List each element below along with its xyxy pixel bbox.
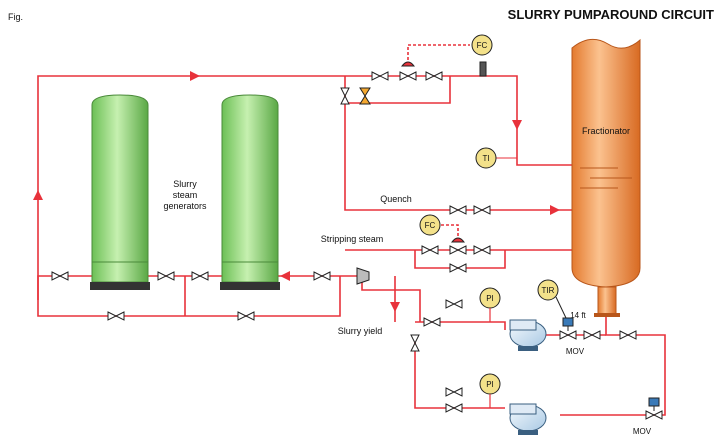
valves [51, 71, 663, 420]
gate-valve-icon [559, 330, 577, 340]
instrument-fc-top: FC [471, 34, 493, 56]
fc-element-icon [479, 61, 487, 77]
page-title: SLURRY PUMPAROUND CIRCUIT [508, 7, 714, 22]
control-valve-icon [359, 87, 371, 105]
generators-label-3: generators [163, 201, 207, 211]
gate-valve-icon [191, 271, 209, 281]
gate-valve-icon [423, 317, 441, 327]
gate-valve-icon [445, 299, 463, 309]
gate-valve-icon [445, 387, 463, 397]
stripping-bypass-line [414, 250, 506, 269]
quench-line [344, 103, 578, 211]
mov-actuator-icon [648, 397, 660, 407]
actuator-icon [400, 61, 416, 67]
gate-valve-icon [645, 410, 663, 420]
gate-valve-icon [399, 71, 417, 81]
instrument-fc-strip: FC [419, 214, 441, 236]
gate-valve-icon [313, 271, 331, 281]
arrow-up [33, 190, 43, 200]
pump-1 [509, 319, 547, 351]
slurry-yield-label: Slurry yield [338, 326, 383, 336]
pump-suction-header [414, 335, 445, 409]
svg-text:PI: PI [486, 294, 494, 303]
gate-valve-icon [107, 311, 125, 321]
top-header-line [37, 75, 345, 300]
instrument-pi-2: PI [479, 373, 501, 408]
flow-arrows [33, 71, 560, 312]
arrow-right-quench [550, 205, 560, 215]
svg-text:FC: FC [425, 221, 436, 230]
fractionator-label: Fractionator [582, 126, 630, 136]
gate-valve-icon [445, 403, 463, 413]
arrow-left-bottom [280, 271, 290, 281]
steam-generator-left [90, 94, 150, 290]
generators-label-2: steam [173, 190, 198, 200]
mov-label-2: MOV [633, 427, 652, 436]
bottoms-line [560, 305, 666, 416]
arrow-down-right [512, 120, 522, 130]
gate-valve-icon [371, 71, 389, 81]
gate-valve-icon [425, 71, 443, 81]
actuator-icon [450, 237, 466, 243]
stripping-steam-label: Stripping steam [321, 234, 384, 244]
reducer-icon [356, 267, 370, 285]
gate-valve-icon [237, 311, 255, 321]
svg-text:FC: FC [477, 41, 488, 50]
svg-text:TI: TI [482, 154, 489, 163]
instrument-tir: TIR [537, 279, 567, 319]
valve-actuators [400, 61, 660, 411]
generator-return-line [37, 275, 362, 300]
gate-valve-icon [421, 245, 439, 255]
pump-2 [509, 403, 547, 435]
pump1-line [415, 321, 506, 330]
svg-text:TIR: TIR [542, 286, 555, 295]
fig-label: Fig. [8, 12, 23, 22]
gate-valve-icon [473, 205, 491, 215]
mov-label-1: MOV [566, 347, 585, 356]
fc-strip-signal-line [440, 224, 459, 236]
instrument-pi-1: PI [479, 287, 501, 322]
gate-valve-icon [410, 334, 420, 352]
line-size-label: 14 ft [570, 311, 586, 320]
gate-valve-icon [583, 330, 601, 340]
control-valve-icon [449, 245, 467, 255]
gate-valve-icon [473, 245, 491, 255]
gate-valve-icon [619, 330, 637, 340]
top-loop-line [345, 75, 578, 166]
gate-valve-icon [449, 263, 467, 273]
generators-label-1: Slurry [173, 179, 197, 189]
gate-valve-icon [157, 271, 175, 281]
gate-valve-icon [340, 87, 350, 105]
generator-bypass-line [37, 276, 341, 317]
fractionator-vessel [571, 38, 641, 317]
gate-valve-icon [51, 271, 69, 281]
svg-text:PI: PI [486, 380, 494, 389]
instrument-ti: TI [475, 147, 497, 169]
arrow-right-top [190, 71, 200, 81]
arrow-down-yield [390, 302, 400, 312]
gate-valve-icon [449, 205, 467, 215]
quench-label: Quench [380, 194, 412, 204]
bottom-recirc-line [361, 276, 421, 322]
fc-signal-line [407, 44, 470, 65]
steam-generator-right [220, 94, 280, 290]
